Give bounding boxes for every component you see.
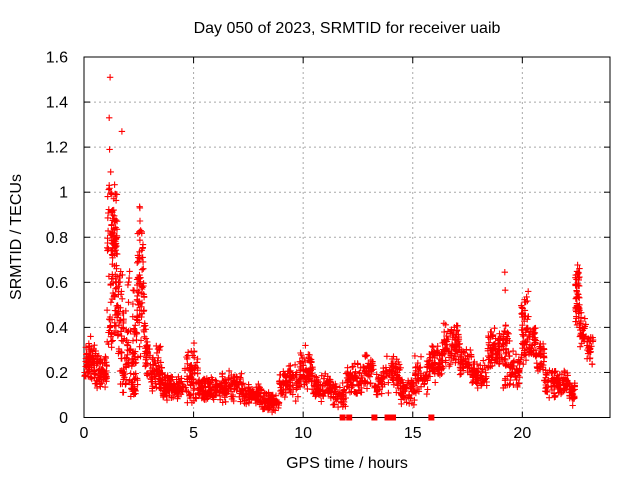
svg-text:0.2: 0.2 (46, 365, 68, 382)
svg-text:1: 1 (59, 185, 68, 202)
y-tick-labels: 0 0.2 0.4 0.6 0.8 1 1.2 1.4 1.6 (46, 50, 68, 428)
scatter-points (81, 74, 597, 416)
svg-text:10: 10 (294, 425, 312, 442)
zero-flag-markers (339, 414, 435, 421)
svg-text:5: 5 (189, 425, 198, 442)
svg-text:20: 20 (513, 425, 531, 442)
x-axis-label: GPS time / hours (286, 455, 408, 472)
svg-text:0.8: 0.8 (46, 230, 68, 247)
svg-text:15: 15 (404, 425, 422, 442)
chart-title: Day 050 of 2023, SRMTID for receiver uai… (194, 20, 501, 37)
svg-text:1.4: 1.4 (46, 95, 68, 112)
svg-text:0.4: 0.4 (46, 320, 68, 337)
svg-text:0: 0 (80, 425, 89, 442)
svg-text:0: 0 (59, 410, 68, 427)
svg-text:1.6: 1.6 (46, 50, 68, 67)
svg-text:0.6: 0.6 (46, 275, 68, 292)
svg-text:1.2: 1.2 (46, 140, 68, 157)
y-axis-label: SRMTID / TECUs (8, 174, 25, 300)
x-tick-labels: 0 5 10 15 20 (80, 425, 532, 442)
